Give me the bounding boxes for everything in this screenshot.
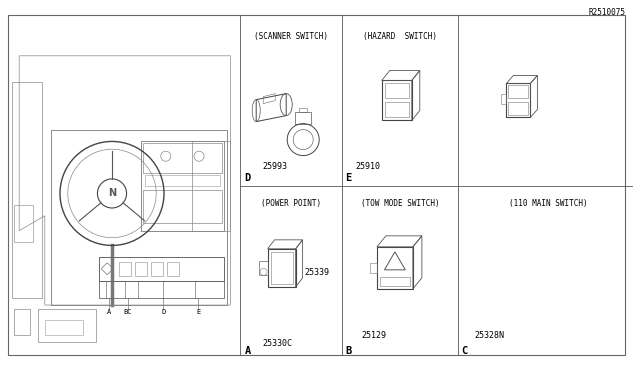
- Bar: [259, 261, 268, 275]
- Bar: [508, 102, 529, 115]
- Text: N: N: [108, 189, 116, 198]
- Bar: [119, 262, 131, 276]
- Text: 25910: 25910: [355, 162, 380, 171]
- Text: D: D: [161, 309, 165, 315]
- Text: (SCANNER SWITCH): (SCANNER SWITCH): [254, 32, 328, 41]
- Text: (110 MAIN SWITCH): (110 MAIN SWITCH): [509, 199, 588, 208]
- Bar: [14, 205, 33, 242]
- Bar: [51, 130, 227, 305]
- Bar: [145, 175, 220, 186]
- Bar: [143, 190, 222, 223]
- Text: A: A: [107, 309, 111, 315]
- Text: E: E: [346, 173, 352, 183]
- Text: D: D: [244, 173, 251, 183]
- Text: (HAZARD  SWITCH): (HAZARD SWITCH): [363, 32, 437, 41]
- Bar: [382, 80, 412, 121]
- Bar: [143, 143, 222, 173]
- Bar: [268, 249, 296, 287]
- Bar: [300, 108, 307, 112]
- Bar: [192, 141, 230, 231]
- Text: 25328N: 25328N: [475, 331, 505, 340]
- Text: (POWER POINT): (POWER POINT): [261, 199, 321, 208]
- Bar: [14, 309, 30, 335]
- Text: 25330C: 25330C: [262, 339, 292, 347]
- Bar: [501, 94, 506, 105]
- Bar: [38, 309, 96, 342]
- Text: C: C: [461, 346, 467, 356]
- Text: 25129: 25129: [362, 331, 387, 340]
- Bar: [380, 277, 410, 286]
- Bar: [377, 247, 413, 289]
- Bar: [508, 86, 529, 99]
- Bar: [370, 263, 377, 273]
- Bar: [135, 262, 147, 276]
- Bar: [99, 257, 224, 281]
- Bar: [506, 83, 531, 118]
- Text: R2510075: R2510075: [589, 8, 626, 17]
- Text: BC: BC: [124, 309, 132, 315]
- Bar: [45, 320, 83, 335]
- Bar: [99, 281, 224, 298]
- Text: B: B: [346, 346, 352, 356]
- Bar: [167, 262, 179, 276]
- Bar: [141, 141, 224, 231]
- Text: 25993: 25993: [262, 162, 287, 171]
- Bar: [151, 262, 163, 276]
- Text: (TOW MODE SWITCH): (TOW MODE SWITCH): [361, 199, 439, 208]
- Bar: [385, 83, 409, 99]
- Text: E: E: [196, 309, 200, 315]
- Text: 25339: 25339: [304, 268, 329, 277]
- Bar: [271, 252, 292, 284]
- Text: A: A: [244, 346, 251, 356]
- Bar: [295, 112, 311, 124]
- Bar: [385, 102, 409, 118]
